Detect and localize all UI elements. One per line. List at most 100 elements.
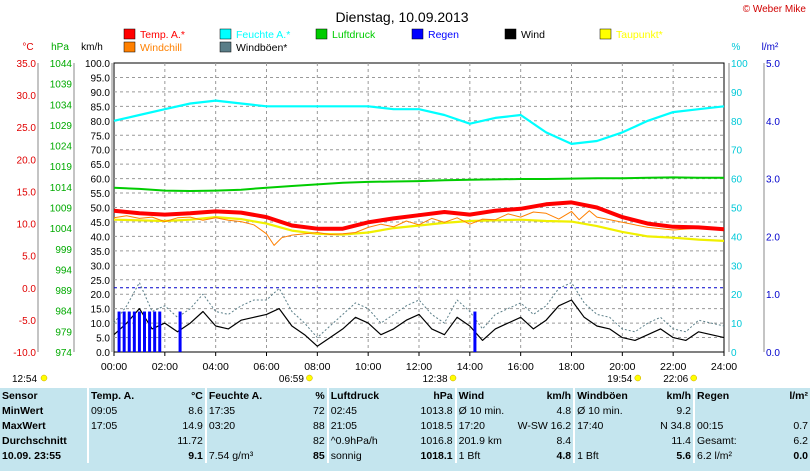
stats-regen-value: 0.7 [793, 419, 808, 432]
stats-unit-feuchte: % [315, 389, 325, 402]
wind-tick-label: 50.0 [91, 204, 111, 215]
pressure-tick-label: 974 [55, 348, 72, 359]
wind-tick-label: 65.0 [91, 160, 111, 171]
stats-header-wind: Wind [454, 388, 516, 403]
wind-tick-label: 100.0 [85, 59, 110, 70]
stats-wind-value: 8.4 [556, 434, 572, 447]
legend-label-feuchte: Feuchte A.* [236, 29, 290, 41]
legend-swatch-luftdruck [315, 28, 328, 40]
stats-wind-value: 4.8 [556, 449, 572, 462]
stats-header-luftdruck: Luftdruck [326, 388, 390, 403]
chart-grid [113, 62, 725, 353]
stats-regen-value: 0.0 [793, 449, 808, 462]
rain-bar [178, 311, 182, 352]
sun-icon [634, 374, 642, 382]
rain-bar [132, 311, 136, 352]
stats-feuchte-value: 72 [313, 404, 325, 417]
stats-luftdruck-label: 21:05 [326, 418, 390, 433]
stats-unit-temp: °C [191, 389, 203, 402]
wind-tick-label: 0.0 [96, 348, 110, 359]
humidity-tick-label: 90 [731, 88, 743, 99]
stats-luftdruck-label: ^0.9hPa/h [326, 433, 390, 448]
humidity-tick-label: 60 [731, 175, 743, 186]
legend-swatch-wind [504, 28, 517, 40]
legend-swatch-windchill [123, 41, 136, 53]
stats-luftdruck-value: 1018.5 [420, 419, 453, 432]
stats-row-label: MinWert [2, 404, 44, 417]
stats-feuchte-value: 88 [313, 419, 325, 432]
stats-feuchte-label: 17:35 [204, 403, 272, 418]
stats-header-sensor: Sensor [2, 389, 38, 402]
wind-tick-label: 95.0 [91, 73, 111, 84]
stats-boeen-value: 11.4 [671, 434, 692, 447]
humidity-axis-unit: % [732, 42, 741, 53]
stats-feuchte-value: 82 [313, 434, 325, 447]
temp-tick-label: 0.0 [22, 284, 36, 295]
legend-swatch-taupunkt [599, 28, 612, 40]
weather-chart: Temp. A.*Windchill Feuchte A.* Luftdruck Wi… [12, 9, 780, 385]
stats-regen-value [754, 403, 810, 418]
wind-tick-label: 15.0 [91, 305, 111, 316]
humidity-tick-label: 80 [731, 117, 743, 128]
stats-row-label: MaxWert [2, 419, 46, 432]
legend-swatch-regen [411, 28, 424, 40]
stats-boeen-value: 9.2 [676, 404, 692, 417]
wind-tick-label: 70.0 [91, 146, 111, 157]
wind-tick-label: 5.0 [96, 334, 110, 345]
stats-wind-value: W-SW 16.2 [517, 419, 572, 432]
stats-feuchte-label: 7.54 g/m³ [204, 448, 272, 463]
legend-label-taupunkt: Taupunkt* [616, 29, 663, 41]
chart-legend: Temp. A.*Windchill Feuchte A.* Luftdruck Wi… [123, 28, 663, 54]
legend-swatch-temp [123, 28, 136, 40]
legend-label-temp: Temp. A.* [140, 29, 185, 41]
pressure-tick-label: 1024 [50, 142, 73, 153]
stats-temp-value: 14.9 [182, 419, 203, 432]
rain-tick-label: 2.0 [766, 232, 780, 243]
pressure-tick-label: 1019 [50, 162, 73, 173]
wind-tick-label: 10.0 [91, 319, 111, 330]
stats-wind-label: Ø 10 min. [454, 403, 516, 418]
stats-temp-value: 8.6 [188, 404, 203, 417]
humidity-tick-label: 0 [731, 348, 737, 359]
wind-tick-label: 60.0 [91, 175, 111, 186]
pressure-tick-label: 1029 [50, 121, 73, 132]
stats-luftdruck-value: 1018.1 [420, 449, 453, 462]
wind-tick-label: 30.0 [91, 261, 111, 272]
rain-bar [122, 311, 126, 352]
rain-tick-label: 3.0 [766, 175, 780, 186]
sun-icon [449, 374, 457, 382]
chart-series [113, 99, 725, 352]
pressure-tick-label: 1039 [50, 80, 73, 91]
wind-tick-label: 35.0 [91, 247, 111, 258]
rain-tick-label: 5.0 [766, 59, 780, 70]
stats-boeen-label: 1 Bft [573, 448, 639, 463]
stats-feuchte-label [204, 433, 272, 448]
x-tick-label: 02:00 [152, 361, 178, 373]
rain-tick-label: 0.0 [766, 348, 780, 359]
stats-row: Durchschnitt 11.72 82 ^0.9hPa/h 1016.8 201.9 … [0, 433, 810, 448]
rain-axis-unit: l/m² [762, 42, 779, 53]
pressure-tick-label: 1044 [50, 59, 73, 70]
pressure-tick-label: 979 [55, 327, 72, 338]
temp-tick-label: 5.0 [22, 252, 36, 263]
wind-axis-unit: km/h [81, 42, 103, 53]
x-tick-label: 16:00 [508, 361, 534, 373]
rain-tick-label: 4.0 [766, 117, 780, 128]
stats-row-label: 10.09. 23:55 [2, 449, 61, 462]
stats-temp-value: 11.72 [177, 434, 203, 447]
temp-tick-label: 20.0 [17, 155, 37, 166]
temp-tick-label: 15.0 [17, 187, 37, 198]
series-line-feuchte [113, 99, 725, 145]
stats-header-row: Sensor Temp. A. °C Feuchte A.% Luftdruck hPa W… [0, 388, 810, 403]
stats-luftdruck-value: 1016.8 [420, 434, 453, 447]
stats-luftdruck-label: sonnig [326, 448, 390, 463]
legend-swatch-windboeen [219, 41, 232, 53]
stats-unit-regen: l/m² [789, 389, 808, 402]
pressure-tick-label: 984 [55, 307, 72, 318]
stats-temp-label: 17:05 [86, 418, 150, 433]
x-tick-label: 18:00 [558, 361, 584, 373]
wind-tick-label: 85.0 [91, 102, 111, 113]
humidity-tick-label: 50 [731, 204, 743, 215]
series-line-windboeen [113, 282, 725, 339]
statistics-panel: Sensor Temp. A. °C Feuchte A.% Luftdruck hPa W… [0, 388, 810, 471]
